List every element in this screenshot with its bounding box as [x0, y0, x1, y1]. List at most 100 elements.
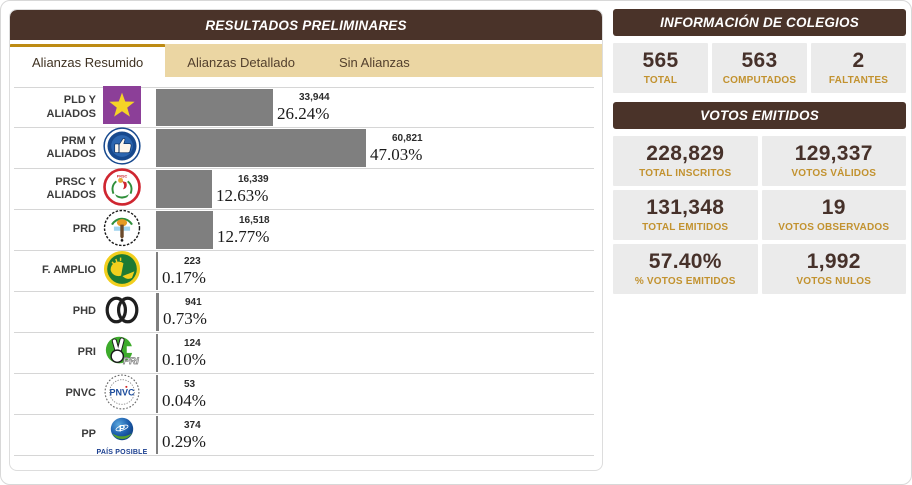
vote-bar: [156, 416, 158, 454]
stat-box-computados: 563 COMPUTADOS: [712, 43, 807, 93]
svg-text:PNVC: PNVC: [109, 387, 135, 397]
info-panel: INFORMACIÓN DE COLEGIOS 565 TOTAL 563 CO…: [613, 9, 906, 294]
votes-percent: 12.63%: [216, 185, 269, 205]
tab-sin-alianzas[interactable]: Sin Alianzas: [338, 54, 410, 70]
party-label: PRSC Y ALIADOS: [46, 175, 97, 201]
vote-bar: [156, 252, 158, 290]
stat-box-total-inscritos: 228,829 TOTAL INSCRITOS: [613, 136, 758, 186]
party-label: PNVC: [65, 387, 96, 400]
stat-label: VOTOS NULOS: [796, 276, 872, 288]
resultados-title: RESULTADOS PRELIMINARES: [205, 17, 407, 33]
stat-box-votos-observados: 19 VOTOS OBSERVADOS: [761, 190, 906, 240]
party-row: PRD 16,518 12.77%: [14, 209, 594, 252]
party-row: PRSC Y ALIADOS PRSC 16,339 12.63%: [14, 167, 594, 211]
stat-label: TOTAL: [643, 75, 678, 87]
bar-zone: 16,518 12.77%: [148, 210, 594, 250]
votes-percent: 0.17%: [162, 267, 206, 287]
stat-box-votos-nulos: 1,992 VOTOS NULOS: [761, 244, 906, 294]
stat-value: 57.40%: [648, 249, 722, 273]
stat-box-total: 565 TOTAL: [613, 43, 708, 93]
svg-text:PRSC: PRSC: [117, 174, 128, 178]
votes-percent: 0.73%: [163, 308, 207, 328]
party-label: PRD: [72, 223, 96, 236]
stat-box-faltantes: 2 FALTANTES: [811, 43, 906, 93]
resultados-header: RESULTADOS PRELIMINARES: [10, 10, 602, 40]
pnvc-logo-icon: PNVC: [103, 373, 141, 416]
party-row: PHD 941 0.73%: [14, 292, 594, 333]
votes-percent: 47.03%: [370, 144, 423, 164]
votes-count: 16,518: [239, 214, 270, 226]
stat-value: 565: [642, 48, 679, 72]
party-row: PP P PAÍS POSIBLE 374 0.29%: [14, 415, 594, 456]
party-label: PLD Y ALIADOS: [46, 94, 97, 120]
votes-percent: 0.04%: [162, 390, 206, 410]
vote-bar: [156, 334, 158, 372]
stat-label: % VOTOS EMITIDOS: [634, 276, 736, 288]
vote-bar: [156, 211, 213, 249]
votes-count: 124: [184, 337, 201, 349]
party-row: PRM Y ALIADOS 60,821 47.03%: [14, 126, 594, 169]
bar-zone: 374 0.29%: [148, 415, 594, 455]
party-label: PP: [81, 428, 96, 441]
bar-zone: 53 0.04%: [148, 374, 594, 414]
stat-value: 19: [821, 195, 846, 219]
vote-bar: [156, 89, 273, 126]
bar-zone: 16,339 12.63%: [148, 169, 594, 209]
vote-bar: [156, 375, 158, 413]
stat-label: VOTOS VÁLIDOS: [791, 168, 877, 180]
bar-zone: 60,821 47.03%: [148, 128, 594, 168]
stat-value: 228,829: [646, 141, 725, 165]
stat-label: COMPUTADOS: [722, 75, 797, 87]
tab-bar: Alianzas Resumido Alianzas Detallado Sin…: [10, 44, 602, 77]
phd-logo-icon: [103, 291, 141, 334]
votos-emitidos-title: VOTOS EMITIDOS: [700, 108, 819, 123]
votes-percent: 0.10%: [162, 349, 206, 369]
party-label: F. AMPLIO: [42, 264, 96, 277]
colegios-title: INFORMACIÓN DE COLEGIOS: [660, 15, 859, 30]
bar-zone: 223 0.17%: [148, 251, 594, 291]
prd-logo-icon: [103, 209, 141, 252]
votos-stats: 228,829 TOTAL INSCRITOS 129,337 VOTOS VÁ…: [613, 136, 906, 294]
pais-posible-caption: PAÍS POSIBLE: [96, 448, 148, 456]
party-row: F. AMPLIO 223 0.17%: [14, 250, 594, 293]
stat-box-pct-votos-emitidos: 57.40% % VOTOS EMITIDOS: [613, 244, 758, 294]
tab-alianzas-resumido[interactable]: Alianzas Resumido: [10, 44, 166, 77]
pld-logo-icon: [103, 86, 141, 129]
stat-value: 129,337: [794, 141, 873, 165]
stat-value: 563: [741, 48, 778, 72]
prsc-logo-icon: PRSC: [103, 167, 141, 211]
votes-percent: 0.29%: [162, 431, 206, 451]
stat-box-votos-validos: 129,337 VOTOS VÁLIDOS: [761, 136, 906, 186]
stat-value: 1,992: [806, 249, 861, 273]
colegios-header: INFORMACIÓN DE COLEGIOS: [613, 9, 906, 36]
votes-count: 60,821: [392, 132, 423, 144]
votes-count: 223: [184, 255, 201, 267]
famplio-logo-icon: [103, 250, 141, 293]
resultados-card: RESULTADOS PRELIMINARES Alianzas Resumid…: [9, 9, 603, 471]
bar-zone: 124 0.10%: [148, 333, 594, 373]
svg-text:PRI: PRI: [123, 355, 139, 366]
bar-zone: 33,944 26.24%: [148, 88, 594, 127]
party-label: PRM Y ALIADOS: [46, 134, 97, 160]
votes-count: 374: [184, 419, 201, 431]
stat-label: TOTAL EMITIDOS: [642, 222, 729, 234]
party-label: PHD: [72, 305, 96, 318]
votos-emitidos-header: VOTOS EMITIDOS: [613, 102, 906, 129]
votes-percent: 26.24%: [277, 104, 330, 124]
vote-bar: [156, 170, 212, 208]
votes-percent: 12.77%: [217, 226, 270, 246]
vote-bar: [156, 293, 159, 331]
stat-value: 131,348: [646, 195, 725, 219]
results-bar-chart: PLD Y ALIADOS 33,944 26.24% PRM Y ALIADO…: [10, 77, 602, 470]
vote-bar: [156, 129, 366, 167]
svg-text:P: P: [119, 423, 125, 433]
stat-value: 2: [852, 48, 865, 72]
tab-alianzas-detallado[interactable]: Alianzas Detallado: [187, 54, 295, 70]
party-row: PLD Y ALIADOS 33,944 26.24%: [14, 86, 594, 129]
votes-count: 53: [184, 378, 196, 390]
pp-logo-icon: P: [108, 415, 136, 448]
party-row: PRI PRI 124 0.10%: [14, 333, 594, 374]
party-row: PNVC PNVC 53 0.04%: [14, 374, 594, 415]
stat-label: FALTANTES: [828, 75, 889, 87]
